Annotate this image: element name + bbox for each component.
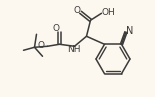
Text: O: O: [53, 24, 60, 33]
Text: NH: NH: [67, 45, 80, 54]
Text: N: N: [126, 26, 133, 36]
Text: O: O: [74, 6, 81, 15]
Text: O: O: [38, 41, 44, 50]
Text: OH: OH: [102, 8, 115, 17]
